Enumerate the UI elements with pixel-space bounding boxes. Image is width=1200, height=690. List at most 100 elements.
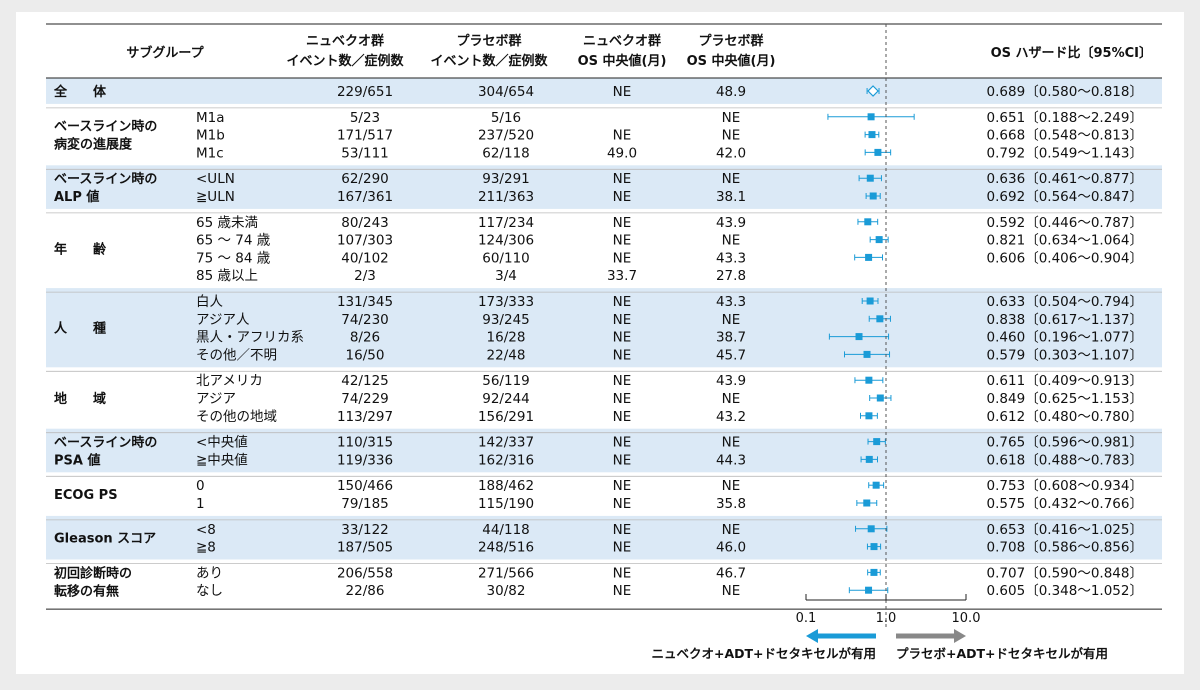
pbo-events-cell: 271/566	[478, 565, 534, 581]
hr-point	[855, 333, 863, 341]
pbo-median-cell: 43.2	[716, 409, 746, 425]
group-label: ECOG PS	[54, 488, 118, 503]
hr-point	[876, 315, 884, 323]
nub-events-cell: 167/361	[337, 189, 393, 205]
hazard-ratio-cell: 0.636〔0.461〜0.877〕	[987, 171, 1143, 187]
pbo-events-cell: 115/190	[478, 496, 534, 512]
pbo-events-cell: 117/234	[478, 215, 534, 231]
arrow-right-head	[954, 629, 966, 643]
header-pbo_events-line2: イベント数／症例数	[430, 53, 548, 69]
nub-events-cell: 2/3	[354, 268, 376, 284]
nub-events-cell: 62/290	[341, 171, 389, 187]
hr-point	[867, 113, 875, 121]
pbo-median-cell: 44.3	[716, 452, 746, 468]
nub-events-cell: 119/336	[337, 452, 393, 468]
subgroup-label: M1b	[196, 128, 225, 144]
pbo-median-cell: NE	[722, 312, 741, 328]
pbo-events-cell: 156/291	[478, 409, 534, 425]
nub-events-cell: 171/517	[337, 128, 393, 144]
subgroup-label: 白人	[196, 294, 223, 310]
nub-events-cell: 131/345	[337, 294, 393, 310]
nub-median-cell: NE	[613, 391, 632, 407]
subgroup-label: 75 ～ 84 歳	[196, 250, 271, 266]
nub-median-cell: NE	[613, 373, 632, 389]
subgroup-label: M1a	[196, 110, 225, 126]
group-band	[46, 78, 1162, 104]
hr-point	[865, 376, 873, 384]
hazard-ratio-cell: 0.689〔0.580〜0.818〕	[987, 84, 1143, 100]
subgroup-label: ≧中央値	[196, 452, 248, 468]
pbo-median-cell: 38.7	[716, 330, 746, 346]
nub-events-cell: 79/185	[341, 496, 389, 512]
subgroup-label: <8	[196, 522, 216, 538]
pbo-median-cell: 43.9	[716, 373, 746, 389]
hazard-ratio-cell: 0.575〔0.432〜0.766〕	[987, 496, 1143, 512]
nub-median-cell: NE	[613, 496, 632, 512]
hazard-ratio-cell: 0.821〔0.634〜1.064〕	[987, 233, 1143, 249]
pbo-events-cell: 124/306	[478, 233, 534, 249]
nub-events-cell: 40/102	[341, 250, 389, 266]
subgroup-label: 1	[196, 496, 205, 512]
subgroup-label: <中央値	[196, 435, 248, 451]
header-hazard-ratio: OS ハザード比〔95%CI〕	[991, 45, 1152, 61]
pbo-events-cell: 30/82	[487, 583, 526, 599]
pbo-median-cell: NE	[722, 583, 741, 599]
hazard-ratio-cell: 0.605〔0.348〜1.052〕	[987, 583, 1143, 599]
nub-median-cell: NE	[613, 171, 632, 187]
subgroup-label: なし	[196, 583, 223, 599]
nub-median-cell: NE	[613, 409, 632, 425]
nub-events-cell: 22/86	[346, 583, 385, 599]
header-pbo_median-line1: プラセボ群	[698, 33, 763, 49]
group-band	[46, 288, 1162, 368]
nub-median-cell: NE	[613, 540, 632, 556]
hazard-ratio-cell: 0.765〔0.596〜0.981〕	[987, 435, 1143, 451]
nub-events-cell: 5/23	[350, 110, 380, 126]
nub-median-cell: NE	[613, 478, 632, 494]
hr-point	[869, 192, 877, 200]
group-label: ベースライン時の	[54, 119, 157, 135]
pbo-events-cell: 3/4	[495, 268, 517, 284]
group-band	[46, 515, 1162, 560]
header-nub_median-line2: OS 中央値(月)	[578, 53, 667, 69]
hazard-ratio-cell: 0.618〔0.488〜0.783〕	[987, 452, 1143, 468]
group-label: 初回診断時の	[54, 565, 132, 581]
pbo-events-cell: 5/16	[491, 110, 521, 126]
hazard-ratio-cell: 0.792〔0.549〜1.143〕	[987, 145, 1143, 161]
nub-median-cell: NE	[613, 250, 632, 266]
header-pbo_events-line1: プラセボ群	[456, 33, 521, 49]
pbo-median-cell: 46.0	[716, 540, 746, 556]
hazard-ratio-cell: 0.838〔0.617〜1.137〕	[987, 312, 1143, 328]
pbo-median-cell: 43.9	[716, 215, 746, 231]
hr-point	[865, 586, 873, 594]
hazard-ratio-cell: 0.579〔0.303〜1.107〕	[987, 347, 1143, 363]
nub-median-cell: NE	[613, 435, 632, 451]
pbo-median-cell: NE	[722, 110, 741, 126]
nub-events-cell: 42/125	[341, 373, 389, 389]
nub-events-cell: 8/26	[350, 330, 380, 346]
group-label: 地 域	[54, 391, 106, 407]
pbo-median-cell: NE	[722, 522, 741, 538]
nub-events-cell: 107/303	[337, 233, 393, 249]
hazard-ratio-cell: 0.753〔0.608〜0.934〕	[987, 478, 1143, 494]
nub-median-cell: NE	[613, 128, 632, 144]
pbo-events-cell: 92/244	[482, 391, 530, 407]
nub-median-cell: 49.0	[607, 145, 637, 161]
hazard-ratio-cell: 0.668〔0.548〜0.813〕	[987, 128, 1143, 144]
nub-median-cell: NE	[613, 330, 632, 346]
nub-median-cell: 33.7	[607, 268, 637, 284]
hazard-ratio-cell: 0.612〔0.480〜0.780〕	[987, 409, 1143, 425]
nub-median-cell: NE	[613, 347, 632, 363]
pbo-median-cell: 43.3	[716, 294, 746, 310]
hazard-ratio-cell: 0.460〔0.196〜1.077〕	[987, 330, 1143, 346]
subgroup-label: 0	[196, 478, 205, 494]
nub-events-cell: 16/50	[346, 347, 385, 363]
subgroup-label: 65 歳未満	[196, 215, 258, 231]
x-axis-tick-label: 0.1	[796, 611, 817, 626]
nub-median-cell: NE	[613, 312, 632, 328]
pbo-events-cell: 304/654	[478, 84, 534, 100]
right-benefit-label: プラセボ+ADT+ドセタキセルが有用	[896, 646, 1108, 661]
hazard-ratio-cell: 0.708〔0.586〜0.856〕	[987, 540, 1143, 556]
pbo-events-cell: 237/520	[478, 128, 534, 144]
group-label: 病変の進展度	[54, 137, 133, 153]
